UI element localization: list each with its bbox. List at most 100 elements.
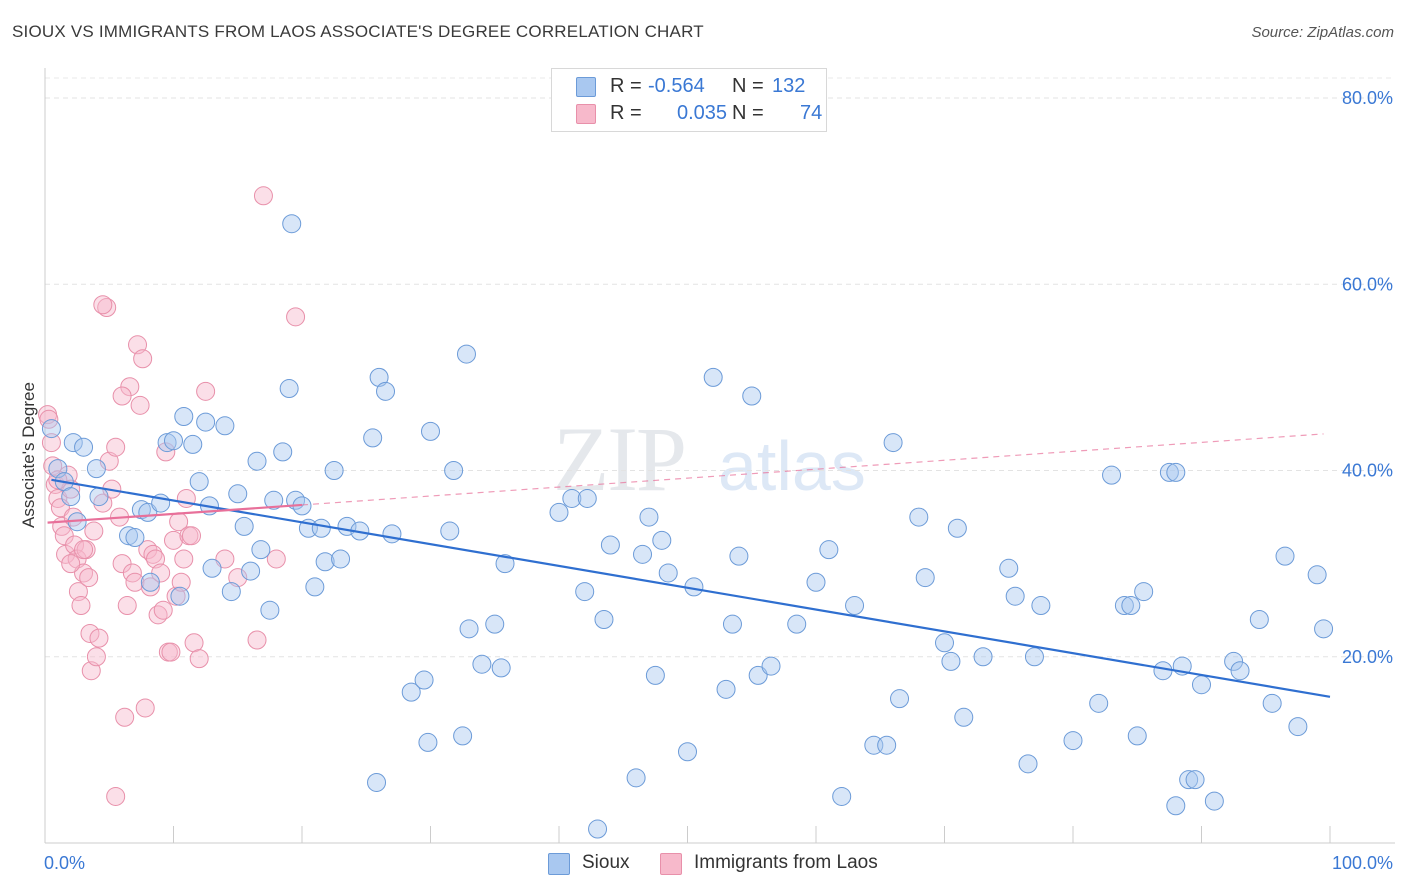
sioux-point <box>305 577 325 597</box>
sioux-point <box>324 461 344 480</box>
laos-point <box>71 596 91 616</box>
sioux-point <box>251 540 271 560</box>
sioux-point <box>1307 565 1327 585</box>
laos-point <box>86 647 106 667</box>
sioux-point <box>832 786 852 806</box>
sioux-point <box>1063 731 1083 751</box>
laos-point <box>89 628 109 648</box>
sioux-point <box>1089 693 1109 713</box>
laos-point <box>140 577 160 597</box>
sioux-point <box>577 488 597 508</box>
laos-point <box>215 549 235 569</box>
x-tick-label-min: 0.0% <box>44 853 85 873</box>
sioux-point <box>189 472 209 492</box>
sioux-point <box>1024 647 1044 667</box>
sioux-point <box>1159 462 1179 482</box>
correlation-legend: R = -0.564 N = 132 R = 0.035 N = 74 <box>551 68 827 132</box>
sioux-point <box>600 535 620 555</box>
sioux-point <box>1230 661 1250 681</box>
sioux-point <box>761 656 781 676</box>
watermark-atlas: atlas <box>718 427 866 505</box>
sioux-point <box>626 768 646 788</box>
sioux-point <box>418 732 438 752</box>
sioux-point <box>909 507 929 527</box>
sioux-point <box>1314 619 1334 639</box>
legend-swatch-sioux <box>576 77 596 97</box>
sioux-point <box>331 549 351 569</box>
y-tick-label: 20.0% <box>1342 647 1393 667</box>
sioux-point <box>1127 726 1147 746</box>
laos-point <box>153 600 173 620</box>
sioux-point <box>202 558 222 578</box>
watermark-zip: ZIP <box>553 408 685 510</box>
sioux-point <box>787 614 807 634</box>
bottom-legend-label-laos: Immigrants from Laos <box>694 852 878 873</box>
laos-point <box>189 649 209 669</box>
chart-title: SIOUX VS IMMIGRANTS FROM LAOS ASSOCIATE'… <box>12 22 704 41</box>
bottom-legend-swatch-sioux <box>548 853 570 875</box>
sioux-point <box>273 442 293 462</box>
laos-point <box>93 295 113 315</box>
sioux-point <box>947 518 967 538</box>
y-tick-label: 60.0% <box>1342 274 1393 294</box>
sioux-point <box>633 544 653 564</box>
sioux-point <box>376 381 396 401</box>
laos-trend-line <box>47 503 303 524</box>
laos-point <box>79 568 99 588</box>
sioux-point <box>440 521 460 541</box>
y-axis-label: Associate's Degree <box>19 382 38 528</box>
sioux-point <box>228 484 248 504</box>
axes <box>44 68 1395 844</box>
laos-point <box>196 381 216 401</box>
x-tick-label-max: 100.0% <box>1332 853 1393 873</box>
laos-point <box>130 395 150 415</box>
sioux-point <box>716 679 736 699</box>
laos-point <box>181 526 201 546</box>
laos-point <box>125 572 145 592</box>
sioux-point <box>973 647 993 667</box>
sioux-point <box>491 658 511 678</box>
sioux-point <box>119 526 139 546</box>
sioux-point <box>157 433 177 453</box>
legend-r-value-sioux: -0.564 <box>648 75 705 97</box>
sioux-point <box>588 819 608 839</box>
laos-point <box>253 186 273 206</box>
sioux-point <box>1114 596 1134 616</box>
trend-lines <box>47 433 1331 698</box>
sioux-points <box>41 214 1334 839</box>
sioux-point <box>935 633 954 653</box>
sioux-point <box>1192 675 1211 695</box>
sioux-point <box>1121 596 1141 616</box>
sioux-point <box>140 572 160 592</box>
sioux-point <box>459 619 479 639</box>
laos-point <box>80 623 100 643</box>
sioux-point <box>703 367 723 387</box>
bottom-legend-label-sioux: Sioux <box>582 852 630 873</box>
sioux-point <box>125 528 145 548</box>
sioux-point <box>1031 596 1051 616</box>
sioux-point <box>806 572 826 592</box>
sioux-point <box>883 433 903 453</box>
source-label: Source: ZipAtlas.com <box>1251 24 1394 41</box>
sioux-point <box>1166 796 1186 816</box>
laos-point <box>41 433 61 453</box>
legend-r-label: R = <box>610 102 642 124</box>
laos-point <box>106 437 126 457</box>
sioux-point <box>382 524 402 544</box>
sioux-point <box>170 586 190 606</box>
sioux-point <box>401 682 421 702</box>
sioux-point <box>282 214 302 234</box>
laos-point <box>174 549 194 569</box>
sioux-point <box>495 554 515 574</box>
sioux-point <box>742 386 762 406</box>
laos-point <box>247 630 267 650</box>
sioux-point <box>748 665 768 685</box>
sioux-point <box>89 487 109 507</box>
y-tick-label: 80.0% <box>1342 88 1393 108</box>
laos-point <box>65 535 85 555</box>
sioux-point <box>1224 651 1244 671</box>
sioux-point <box>941 651 961 671</box>
laos-point <box>74 540 94 560</box>
laos-point <box>161 642 181 662</box>
sioux-point <box>594 610 614 629</box>
